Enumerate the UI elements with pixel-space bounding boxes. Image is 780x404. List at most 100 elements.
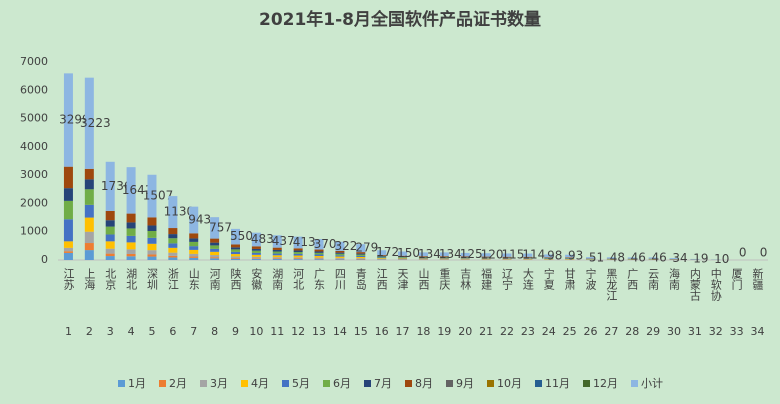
legend-swatch: [323, 380, 330, 387]
bar-segment: [189, 253, 199, 257]
bar-segment: [356, 259, 366, 260]
bar-segment: [251, 258, 261, 259]
x-category-label: 深圳: [145, 268, 158, 290]
bar-segment: [335, 252, 345, 254]
legend-label: 8月: [415, 377, 433, 390]
data-label: 46: [652, 251, 667, 265]
bar-segment: [147, 254, 157, 257]
bar-segment: [84, 231, 94, 244]
data-label: 3223: [80, 116, 111, 130]
bar-segment: [105, 248, 115, 254]
bar-segment: [126, 228, 136, 236]
bar-segment: [272, 255, 282, 258]
bar-segment: [544, 254, 554, 258]
y-tick-label: 0: [41, 253, 48, 266]
bar-segment: [63, 188, 73, 201]
bar-segment: [147, 237, 157, 244]
bar-segment: [147, 256, 157, 260]
x-index-label: 6: [169, 325, 176, 338]
bar-segment: [168, 257, 178, 260]
bar-segment: [272, 253, 282, 256]
data-label: 98: [547, 248, 562, 262]
bar-segment: [251, 254, 261, 257]
bar-segment: [460, 256, 470, 258]
bar-segment: [210, 248, 220, 252]
bar-segment: [398, 258, 408, 260]
x-category-label: 上海: [83, 268, 96, 291]
legend-swatch: [118, 380, 125, 387]
x-index-label: 4: [128, 325, 135, 338]
bar-segment: [439, 257, 449, 259]
x-index-label: 14: [333, 325, 347, 338]
x-index-label: 31: [688, 325, 702, 338]
x-category-label: 北京: [104, 268, 117, 291]
bar-segment: [189, 238, 199, 242]
bar-segment: [210, 242, 220, 246]
bar-segment: [231, 251, 240, 255]
data-label: 0: [739, 246, 747, 260]
bar-segment: [356, 253, 366, 255]
x-index-label: 1: [65, 325, 72, 338]
bar-segment: [105, 210, 115, 221]
x-category-label: 陕西: [229, 267, 242, 290]
bar-segment: [335, 253, 345, 256]
bar-segment: [126, 256, 136, 260]
bar-segment: [314, 255, 324, 258]
bar-segment: [398, 257, 408, 258]
legend-label: 7月: [374, 377, 392, 390]
legend-swatch: [159, 380, 166, 387]
data-label: 943: [188, 212, 211, 226]
legend-label: 9月: [456, 377, 474, 390]
bar-segment: [481, 256, 491, 258]
bar-segment: [126, 253, 136, 257]
legend-swatch: [282, 380, 289, 387]
bar-segment: [251, 248, 261, 251]
x-category-label: 吉林: [459, 268, 472, 290]
bar-segment: [84, 168, 94, 180]
bar-segment: [63, 247, 73, 252]
legend-swatch: [200, 380, 207, 387]
data-label: 322: [334, 239, 357, 253]
bar-segment: [105, 220, 115, 227]
x-index-label: 5: [148, 325, 155, 338]
bar-segment: [377, 257, 387, 259]
data-label: 483: [251, 232, 274, 246]
x-category-label: 河北: [292, 268, 305, 290]
bar-segment: [314, 251, 324, 253]
bar-segment: [168, 247, 178, 253]
bar-segment: [481, 253, 491, 257]
legend-label: 6月: [333, 377, 351, 390]
bar-segment: [502, 253, 512, 257]
bar-segment: [356, 257, 366, 259]
bar-segment: [314, 249, 324, 252]
bar-segment: [189, 206, 199, 234]
bar-segment: [251, 258, 261, 260]
x-category-label: 青岛: [354, 268, 367, 291]
bar-segment: [168, 228, 178, 235]
x-index-label: 30: [667, 325, 681, 338]
data-label: 134: [439, 247, 462, 261]
bar-segment: [272, 235, 282, 248]
data-label: 19: [693, 252, 708, 266]
bar-segment: [210, 245, 220, 249]
legend-label: 1月: [128, 377, 146, 390]
legend-label: 4月: [251, 377, 269, 390]
bar-segment: [105, 253, 115, 257]
bar-segment: [523, 253, 533, 257]
legend-swatch: [405, 380, 412, 387]
chart-title: 2021年1-8月全国软件产品证书数量: [259, 9, 541, 30]
bar-segment: [231, 247, 240, 250]
bar-segment: [481, 258, 491, 260]
bar-segment: [690, 258, 700, 260]
legend-swatch: [364, 380, 371, 387]
bar-segment: [189, 246, 199, 250]
y-tick-label: 3000: [20, 168, 48, 181]
bar-segment: [147, 243, 157, 251]
x-index-label: 21: [479, 325, 493, 338]
bar-segment: [147, 174, 157, 218]
bar-segment: [606, 257, 616, 259]
data-label: 93: [568, 249, 583, 263]
bar-segment: [418, 258, 428, 259]
bar-segment: [272, 258, 282, 260]
x-index-label: 27: [604, 325, 618, 338]
